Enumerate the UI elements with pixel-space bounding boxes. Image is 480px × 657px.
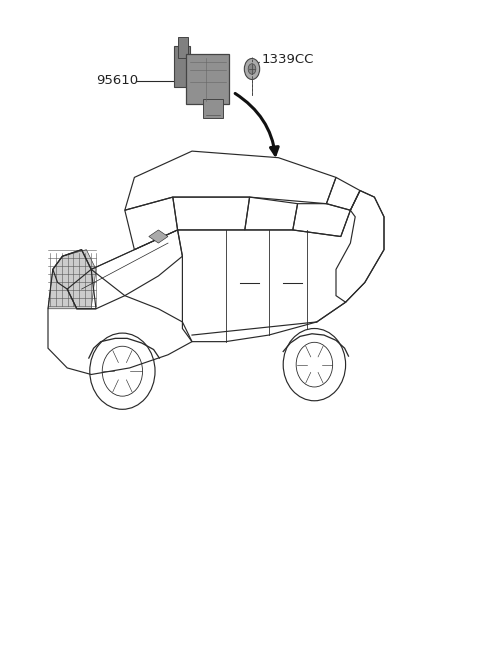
FancyBboxPatch shape: [174, 46, 190, 87]
Polygon shape: [48, 250, 96, 309]
Polygon shape: [149, 230, 168, 243]
FancyArrowPatch shape: [235, 93, 278, 155]
Circle shape: [248, 64, 256, 74]
FancyBboxPatch shape: [203, 99, 223, 118]
Circle shape: [244, 58, 260, 79]
Text: 1339CC: 1339CC: [262, 53, 314, 66]
FancyBboxPatch shape: [186, 54, 229, 104]
Text: 95610: 95610: [96, 74, 138, 87]
FancyBboxPatch shape: [178, 37, 188, 58]
